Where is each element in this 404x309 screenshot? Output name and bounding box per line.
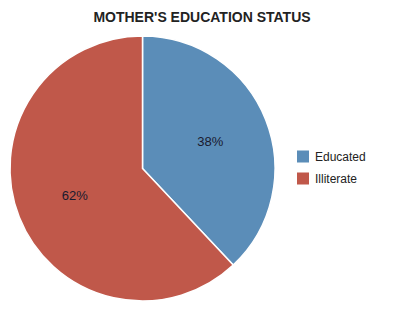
legend-item: Illiterate (297, 172, 357, 186)
legend-item: Educated (297, 150, 366, 164)
data-labels: 38% 62% (62, 134, 224, 203)
chart-svg: MOTHER'S EDUCATION STATUS 38% 62% Educated I… (0, 0, 404, 309)
pie (10, 36, 275, 301)
legend-label: Illiterate (315, 172, 357, 186)
legend-swatch (297, 173, 309, 185)
legend: Educated Illiterate (297, 150, 366, 186)
chart-container: MOTHER'S EDUCATION STATUS 38% 62% Educated I… (0, 0, 404, 309)
data-label: 38% (197, 134, 223, 149)
pie-slice (10, 36, 233, 301)
title: MOTHER'S EDUCATION STATUS (93, 9, 310, 25)
data-label: 62% (62, 188, 88, 203)
legend-label: Educated (315, 150, 366, 164)
legend-swatch (297, 151, 309, 163)
